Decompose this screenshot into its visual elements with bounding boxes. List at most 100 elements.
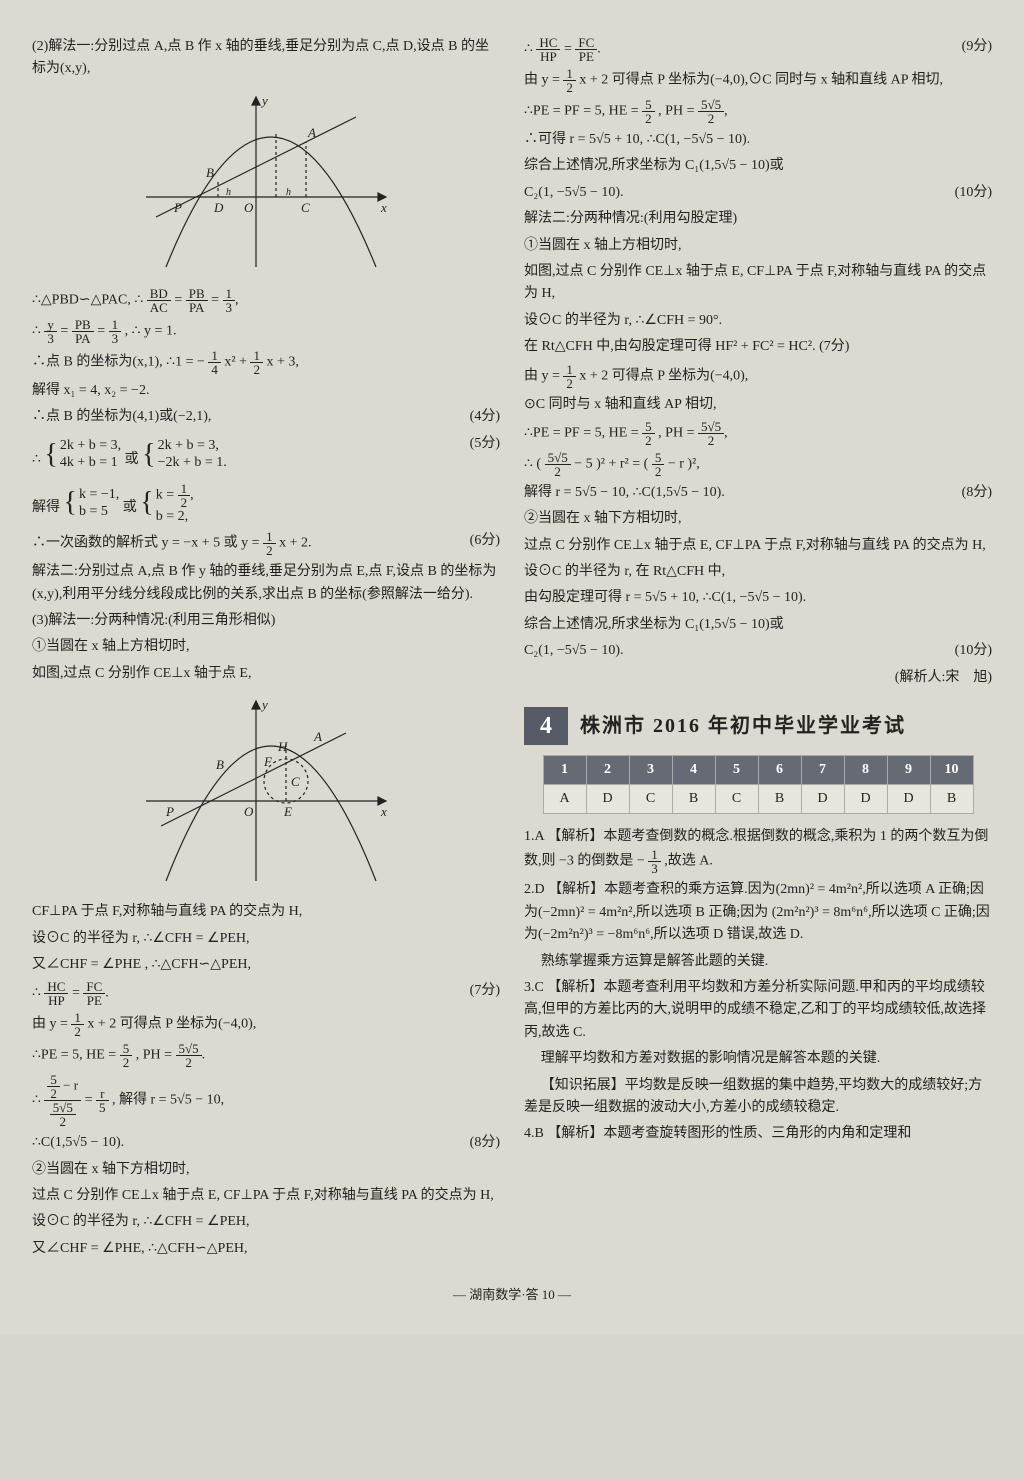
section-header: 4 株洲市 2016 年初中毕业学业考试 <box>524 707 992 745</box>
score: (10分) <box>955 640 992 662</box>
lbl-A: A <box>307 125 316 140</box>
line: ∴点 B 的坐标为(x,1), ∴1 = − 14 x² + 12 x + 3, <box>32 349 500 376</box>
lbl-h2: h <box>286 187 291 198</box>
similarity-line: ∴△PBD∽△PAC, ∴ BDAC = PBPA = 13, <box>32 287 500 314</box>
svg-text:E: E <box>283 804 292 819</box>
analysis-3b: 理解平均数和方差对数据的影响情况是解答本题的关键. <box>524 1048 992 1070</box>
para: (2)解法一:分别过点 A,点 B 作 x 轴的垂线,垂足分别为点 C,点 D,… <box>32 36 500 81</box>
answer-table: 12345678910 ADCBCBDDDB <box>543 755 974 814</box>
para: ⊙C 同时与 x 轴和直线 AP 相切, <box>524 394 992 416</box>
lbl-B: B <box>206 165 214 180</box>
svg-text:C: C <box>291 774 300 789</box>
answer-col-head: 9 <box>887 756 930 785</box>
answer-cell: D <box>801 785 844 814</box>
solve-line: 解得 k = −1,b = 5 或 k = 12, b = 2, <box>32 481 500 526</box>
answer-col-head: 7 <box>801 756 844 785</box>
line: ∴点 B 的坐标为(4,1)或(−2,1),(4分) <box>32 406 500 428</box>
frac: BDAC <box>147 287 171 314</box>
two-column-layout: (2)解法一:分别过点 A,点 B 作 x 轴的垂线,垂足分别为点 C,点 D,… <box>32 32 992 1264</box>
analysis-1: 1.A 【解析】本题考查倒数的概念.根据倒数的概念,乘积为 1 的两个数互为倒数… <box>524 826 992 875</box>
svg-text:x: x <box>380 804 387 819</box>
svg-text:F: F <box>263 754 273 769</box>
line: ∴PE = PF = 5, HE = 52 , PH = 5√52, <box>524 98 992 125</box>
svg-text:A: A <box>313 729 322 744</box>
line: ∴一次函数的解析式 y = −x + 5 或 y = 12 x + 2. (6分… <box>32 530 500 557</box>
score: (8分) <box>470 1132 500 1154</box>
line: ∴PE = PF = 5, HE = 52 , PH = 5√52, <box>524 420 992 447</box>
frac: 13 <box>223 287 236 314</box>
system-line: ∴ 2k + b = 3,4k + b = 1 或 2k + b = 3,−2k… <box>32 433 500 478</box>
para: ∴可得 r = 5√5 + 10, ∴C(1, −5√5 − 10). <box>524 129 992 151</box>
credit: (解析人:宋 旭) <box>524 667 992 689</box>
para: 综合上述情况,所求坐标为 C₁(1,5√5 − 10)或 <box>524 155 992 177</box>
analysis-2b: 熟练掌握乘方运算是解答此题的关键. <box>524 951 992 973</box>
answer-cell: D <box>586 785 629 814</box>
para: ①当圆在 x 轴上方相切时, <box>32 636 500 658</box>
score: (6分) <box>470 530 500 552</box>
para: 过点 C 分别作 CE⊥x 轴于点 E, CF⊥PA 于点 F,对称轴与直线 P… <box>524 535 992 557</box>
para: 设⊙C 的半径为 r, ∴∠CFH = ∠PEH, <box>32 1211 500 1233</box>
analysis-4: 4.B 【解析】本题考查旋转图形的性质、三角形的内角和定理和 <box>524 1123 992 1145</box>
para: 解法二:分别过点 A,点 B 作 y 轴的垂线,垂足分别为点 E,点 F,设点 … <box>32 561 500 606</box>
line: ∴ ( 5√52 − 5 )² + r² = ( 52 − r )², <box>524 451 992 478</box>
answer-cell: A <box>543 785 586 814</box>
line: 解得 x₁ = 4, x₂ = −2. <box>32 380 500 402</box>
answer-cell: B <box>672 785 715 814</box>
section-number: 4 <box>524 707 568 745</box>
line: ∴ y3 = PBPA = 13 , ∴ y = 1. <box>32 318 500 345</box>
frac: PBPA <box>186 287 208 314</box>
para: 如图,过点 C 分别作 CE⊥x 轴于点 E, <box>32 663 500 685</box>
line: ∴ HCHP = FCPE. (9分) <box>524 36 992 63</box>
parabola-diagram-1: P D O C A B x y h h <box>136 87 396 277</box>
para: ②当圆在 x 轴下方相切时, <box>32 1159 500 1181</box>
analysis-3c: 【知识拓展】平均数是反映一组数据的集中趋势,平均数大的成绩较好;方差是反映一组数… <box>524 1075 992 1120</box>
answer-col-head: 8 <box>844 756 887 785</box>
analysis-3: 3.C 【解析】本题考查利用平均数和方差分析实际问题.甲和丙的平均成绩较高,但甲… <box>524 977 992 1044</box>
para: 如图,过点 C 分别作 CE⊥x 轴于点 E, CF⊥PA 于点 F,对称轴与直… <box>524 261 992 306</box>
svg-text:y: y <box>260 697 268 712</box>
score: (7分) <box>470 980 500 1002</box>
line: ∴PE = 5, HE = 52 , PH = 5√52. <box>32 1042 500 1069</box>
answer-col-head: 10 <box>930 756 973 785</box>
answer-cell: D <box>887 785 930 814</box>
answer-cell: C <box>629 785 672 814</box>
right-column: ∴ HCHP = FCPE. (9分) 由 y = 12 x + 2 可得点 P… <box>524 32 992 1264</box>
score: (4分) <box>470 406 500 428</box>
analysis-2: 2.D 【解析】本题考查积的乘方运算.因为(2mn)² = 4m²n²,所以选项… <box>524 879 992 946</box>
answer-col-head: 1 <box>543 756 586 785</box>
para: ①当圆在 x 轴上方相切时, <box>524 235 992 257</box>
line: C₂(1, −5√5 − 10).(10分) <box>524 182 992 204</box>
svg-text:O: O <box>244 804 254 819</box>
line: ∴C(1,5√5 − 10).(8分) <box>32 1132 500 1154</box>
lbl-h1: h <box>226 187 231 198</box>
page: (2)解法一:分别过点 A,点 B 作 x 轴的垂线,垂足分别为点 C,点 D,… <box>0 0 1024 1335</box>
line: ∴ HCHP = FCPE. (7分) <box>32 980 500 1007</box>
svg-text:B: B <box>216 757 224 772</box>
para: 综合上述情况,所求坐标为 C₁(1,5√5 − 10)或 <box>524 614 992 636</box>
para: (3)解法一:分两种情况:(利用三角形相似) <box>32 610 500 632</box>
svg-text:P: P <box>165 804 174 819</box>
para: 又∠CHF = ∠PHE , ∴△CFH∽△PEH, <box>32 954 500 976</box>
para: 设⊙C 的半径为 r, 在 Rt△CFH 中, <box>524 561 992 583</box>
line: 由 y = 12 x + 2 可得点 P 坐标为(−4,0),⊙C 同时与 x … <box>524 67 992 94</box>
answer-col-head: 5 <box>715 756 758 785</box>
answer-col-head: 3 <box>629 756 672 785</box>
para: 设⊙C 的半径为 r, ∴∠CFH = ∠PEH, <box>32 928 500 950</box>
lbl-y: y <box>260 93 268 108</box>
score: (9分) <box>962 36 992 58</box>
line: 由 y = 12 x + 2 可得点 P 坐标为(−4,0), <box>32 1011 500 1038</box>
score: (10分) <box>955 182 992 204</box>
page-footer: — 湖南数学·答 10 — <box>32 1284 992 1303</box>
parabola-diagram-2: P O E C A B H F x y <box>136 691 396 891</box>
svg-text:H: H <box>277 739 288 754</box>
lbl-x: x <box>380 200 387 215</box>
line: 解得 r = 5√5 − 10, ∴C(1,5√5 − 10).(8分) <box>524 482 992 504</box>
line: ∴ 52 − r 5√52 = r5 , 解得 r = 5√5 − 10, <box>32 1073 500 1128</box>
line: C₂(1, −5√5 − 10).(10分) <box>524 640 992 662</box>
left-column: (2)解法一:分别过点 A,点 B 作 x 轴的垂线,垂足分别为点 C,点 D,… <box>32 32 500 1264</box>
lbl-O: O <box>244 200 254 215</box>
answer-cell: B <box>758 785 801 814</box>
answer-col-head: 6 <box>758 756 801 785</box>
para: 解法二:分两种情况:(利用勾股定理) <box>524 208 992 230</box>
answer-cell: C <box>715 785 758 814</box>
